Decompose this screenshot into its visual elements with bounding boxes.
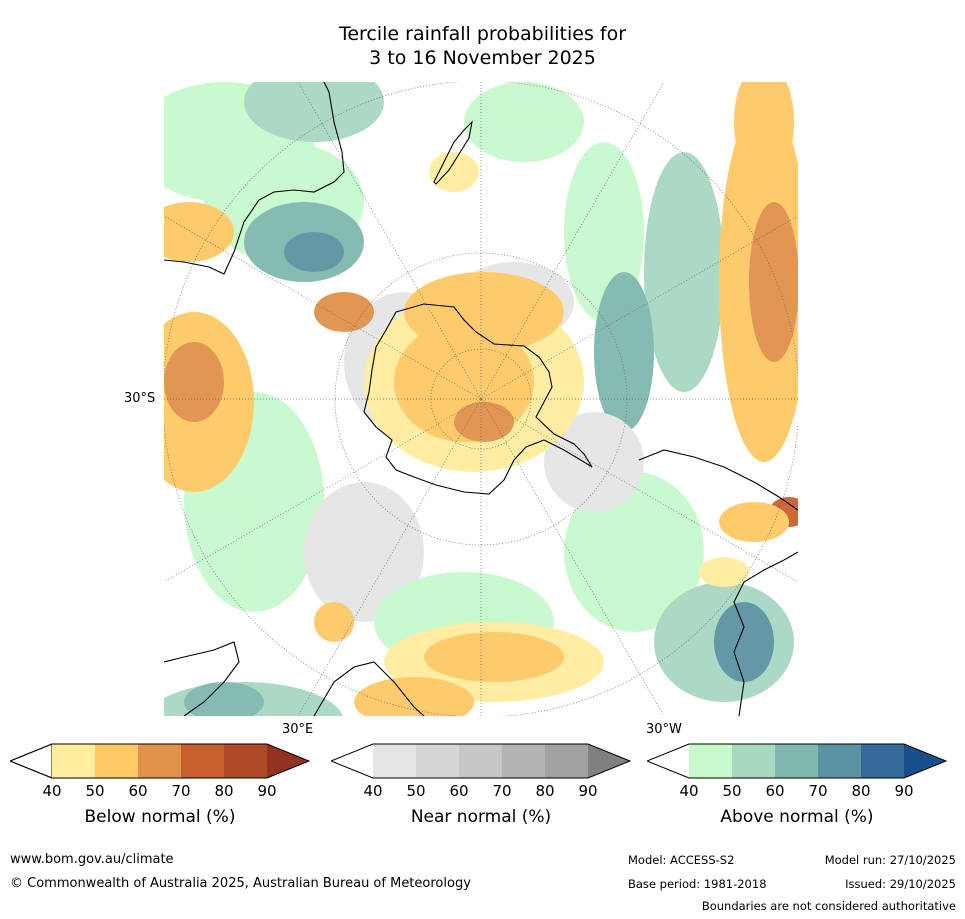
colorbar-below-label: Below normal (%) bbox=[84, 807, 236, 827]
tick: 70 bbox=[492, 782, 512, 800]
tick: 90 bbox=[894, 782, 914, 800]
south-america-coast bbox=[638, 449, 798, 716]
title-line-2: 3 to 16 November 2025 bbox=[369, 47, 596, 69]
tick: 90 bbox=[578, 782, 598, 800]
colorbar-below-ticks: 40 50 60 70 80 90 bbox=[10, 782, 310, 800]
antarctica-coast bbox=[363, 303, 593, 495]
colorbar-near-label: Near normal (%) bbox=[410, 807, 552, 827]
tick: 90 bbox=[257, 782, 277, 800]
tick: 60 bbox=[449, 782, 469, 800]
colorbar-above-ticks: 40 50 60 70 80 90 bbox=[647, 782, 947, 800]
colorbar-near-svg bbox=[329, 743, 632, 779]
issued-date: Issued: 29/10/2025 bbox=[845, 877, 956, 891]
model-name: Model: ACCESS-S2 bbox=[628, 853, 735, 867]
colorbar-below-svg bbox=[8, 743, 311, 779]
africa-coast bbox=[164, 641, 425, 716]
polar-map bbox=[164, 82, 798, 716]
colorbar-below bbox=[8, 743, 311, 779]
lon-label-30w: 30°W bbox=[646, 722, 682, 737]
tick: 70 bbox=[171, 782, 191, 800]
chart-title: Tercile rainfall probabilities for 3 to … bbox=[0, 22, 965, 70]
colorbar-near-ticks: 40 50 60 70 80 90 bbox=[331, 782, 631, 800]
tick: 40 bbox=[42, 782, 62, 800]
tick: 60 bbox=[128, 782, 148, 800]
tick: 40 bbox=[363, 782, 383, 800]
tick: 80 bbox=[535, 782, 555, 800]
graticule bbox=[164, 82, 798, 716]
australia-coast bbox=[164, 82, 345, 275]
tick: 50 bbox=[85, 782, 105, 800]
new-zealand-coast bbox=[433, 120, 473, 185]
anomaly-shading bbox=[164, 82, 798, 716]
lat-label-30s: 30°S bbox=[124, 391, 156, 406]
tick: 40 bbox=[679, 782, 699, 800]
model-run: Model run: 27/10/2025 bbox=[824, 853, 956, 867]
tick: 60 bbox=[765, 782, 785, 800]
website-link[interactable]: www.bom.gov.au/climate bbox=[10, 852, 174, 867]
colorbar-above bbox=[645, 743, 948, 779]
tick: 50 bbox=[406, 782, 426, 800]
colorbar-above-svg bbox=[645, 743, 948, 779]
tick: 70 bbox=[808, 782, 828, 800]
coastlines bbox=[164, 82, 798, 716]
base-period: Base period: 1981-2018 bbox=[628, 877, 767, 891]
title-line-1: Tercile rainfall probabilities for bbox=[338, 23, 627, 45]
colorbar-near bbox=[329, 743, 632, 779]
tick: 50 bbox=[722, 782, 742, 800]
copyright: © Commonwealth of Australia 2025, Austra… bbox=[10, 876, 471, 891]
tick: 80 bbox=[851, 782, 871, 800]
lon-label-30e: 30°E bbox=[282, 722, 314, 737]
disclaimer: Boundaries are not considered authoritat… bbox=[701, 899, 956, 913]
tick: 80 bbox=[214, 782, 234, 800]
colorbar-above-label: Above normal (%) bbox=[720, 807, 874, 827]
map-svg bbox=[164, 82, 798, 716]
